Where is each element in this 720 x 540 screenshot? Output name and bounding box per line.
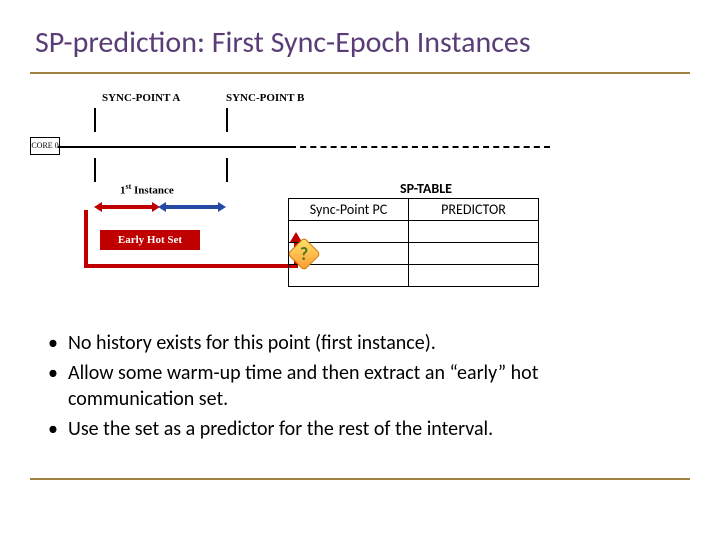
table-header-col2: PREDICTOR <box>409 199 539 221</box>
sp-table-title: SP-TABLE <box>400 180 452 197</box>
blue-arrow-line <box>164 205 220 209</box>
tick-b-lower <box>226 158 228 182</box>
blue-double-arrow <box>158 202 226 212</box>
sync-point-a-label: SYNC-POINT A <box>102 92 180 104</box>
table-row <box>289 265 539 287</box>
tick-a-upper <box>94 108 96 132</box>
red-double-arrow <box>94 202 160 212</box>
table-row: Sync-Point PC PREDICTOR <box>289 199 539 221</box>
first-instance-label: 1st Instance <box>120 182 174 197</box>
table-row <box>289 221 539 243</box>
arrowhead-right-icon <box>218 202 226 212</box>
red-arrow-line <box>100 205 154 209</box>
bottom-rule <box>30 478 690 480</box>
sync-point-b-label: SYNC-POINT B <box>226 92 304 104</box>
list-item: No history exists for this point (first … <box>48 330 658 356</box>
sp-table: Sync-Point PC PREDICTOR <box>288 198 539 287</box>
timeline-dashed <box>290 146 550 148</box>
question-mark-badge: ? <box>290 240 318 268</box>
connector-v1 <box>84 210 88 268</box>
tick-a-lower <box>94 158 96 182</box>
first-instance-post: Instance <box>131 185 173 197</box>
question-mark-icon: ? <box>290 243 318 265</box>
title-rule <box>30 72 690 74</box>
diagram-area: SYNC-POINT A SYNC-POINT B CORE 0 1st Ins… <box>30 90 690 315</box>
table-row <box>289 243 539 265</box>
tick-b-upper <box>226 108 228 132</box>
list-item: Use the set as a predictor for the rest … <box>48 416 658 442</box>
early-hot-set-box: Early Hot Set <box>100 230 200 250</box>
page-title: SP-prediction: First Sync-Epoch Instance… <box>35 24 531 61</box>
table-header-col1: Sync-Point PC <box>289 199 409 221</box>
timeline-solid <box>58 146 290 148</box>
core-box: CORE 0 <box>30 137 60 155</box>
bullet-list: No history exists for this point (first … <box>48 330 658 446</box>
connector-h <box>84 264 298 268</box>
list-item: Allow some warm-up time and then extract… <box>48 360 658 412</box>
